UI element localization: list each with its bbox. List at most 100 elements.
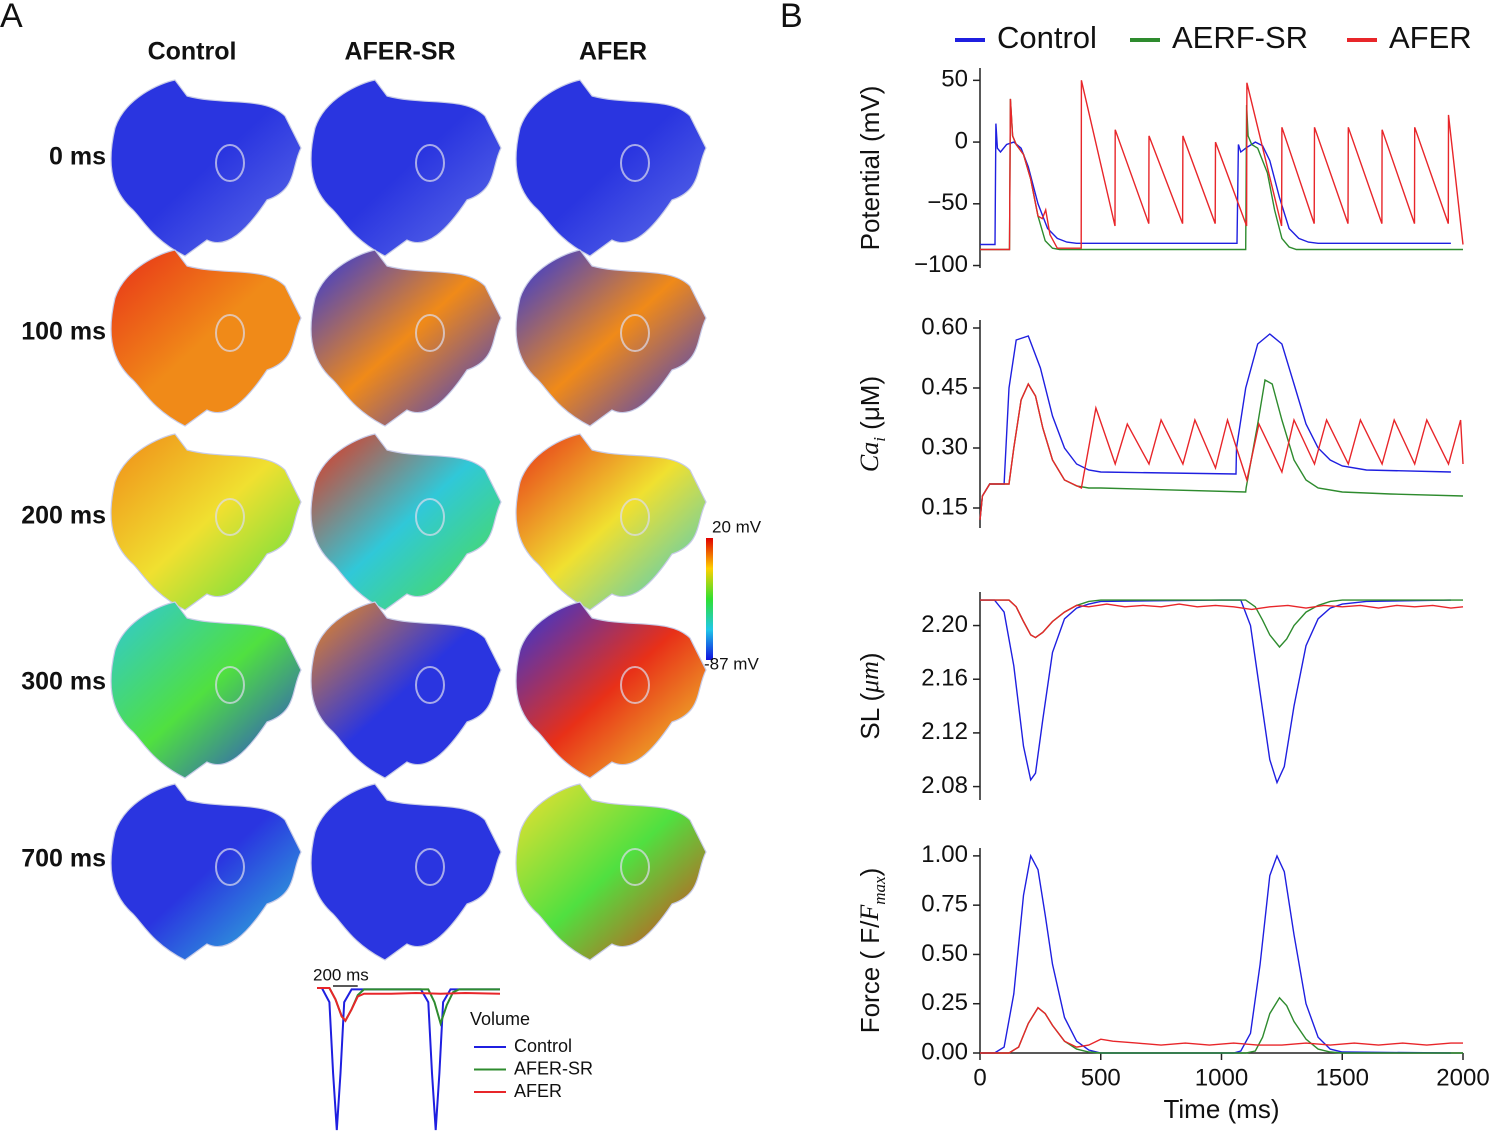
- legend-label: Control: [997, 20, 1097, 55]
- heart-mesh: [515, 433, 707, 611]
- heart-mesh: [515, 79, 707, 257]
- y-tick-label: 0.15: [921, 493, 968, 520]
- y-axis-label: Cai (μM): [855, 376, 890, 472]
- heart-valve: [215, 144, 245, 182]
- line-series: [979, 382, 1464, 521]
- y-tick-label: 0.75: [921, 891, 968, 918]
- legend-label: Control: [514, 1036, 572, 1056]
- heart-mesh: [110, 783, 302, 961]
- line-series: [980, 80, 1464, 251]
- heart-valve: [620, 314, 650, 352]
- line-series: [317, 987, 501, 1023]
- heart-valve: [215, 498, 245, 536]
- heart-mesh: [515, 783, 707, 961]
- heart-valve: [415, 666, 445, 704]
- row-label: 200 ms: [21, 502, 106, 530]
- x-axis-label: Time (ms): [1163, 1094, 1279, 1124]
- column-header: AFER: [579, 38, 647, 66]
- heart-mesh: [110, 433, 302, 611]
- legend-label: AFER: [514, 1081, 562, 1101]
- heart-mesh: [515, 601, 707, 779]
- y-tick-label: 0.45: [921, 373, 968, 400]
- y-tick-label: 0.60: [921, 313, 968, 340]
- y-tick-label: 1.00: [921, 841, 968, 868]
- y-tick-label: 50: [941, 66, 968, 93]
- y-axis-label-part: i: [870, 437, 889, 442]
- y-axis-label-part: ): [855, 868, 885, 877]
- line-series: [979, 333, 1451, 521]
- heart-valve: [215, 848, 245, 886]
- legend-label: AFER-SR: [514, 1058, 593, 1078]
- colorbar-min: -87 mV: [704, 654, 759, 673]
- y-axis-label-part: ): [855, 652, 885, 661]
- heart-mesh: [310, 433, 502, 611]
- heart-valve: [620, 848, 650, 886]
- y-tick-label: 0.30: [921, 433, 968, 460]
- line-series: [980, 98, 1463, 251]
- y-tick-label: 0.00: [921, 1038, 968, 1065]
- y-axis-label: Potential (mV): [855, 86, 885, 251]
- y-tick-label: 2.16: [921, 665, 968, 692]
- y-tick-label: 0: [955, 127, 968, 154]
- y-tick-label: 0.50: [921, 940, 968, 967]
- y-tick-label: 2.20: [921, 611, 968, 638]
- panel-label: A: [0, 0, 23, 35]
- legend-label: AFER: [1389, 20, 1472, 55]
- y-axis-label-part: Potential (mV): [855, 86, 885, 251]
- heart-valve: [215, 666, 245, 704]
- y-tick-label: 0.25: [921, 989, 968, 1016]
- heart-valve: [415, 848, 445, 886]
- x-tick-label: 500: [1081, 1064, 1121, 1091]
- heart-mesh: [110, 79, 302, 257]
- heart-mesh: [310, 79, 502, 257]
- x-tick-label: 2000: [1436, 1064, 1489, 1091]
- y-axis-label-part: F: [855, 904, 884, 922]
- heart-valve: [620, 666, 650, 704]
- row-label: 100 ms: [21, 318, 106, 346]
- y-axis-label-part: (μM): [855, 376, 885, 437]
- heart-valve: [415, 314, 445, 352]
- y-axis-label: Force ( F/Fmax): [855, 868, 890, 1034]
- line-series: [980, 599, 1463, 649]
- panel-label: B: [780, 0, 803, 35]
- row-label: 0 ms: [49, 143, 106, 171]
- x-tick-label: 0: [973, 1064, 986, 1091]
- heart-valve: [620, 498, 650, 536]
- legend-label: AERF-SR: [1172, 20, 1308, 55]
- colorbar: [706, 538, 713, 660]
- heart-mesh: [110, 249, 302, 427]
- heart-valve: [215, 314, 245, 352]
- heart-mesh: [310, 601, 502, 779]
- line-series: [979, 378, 1464, 521]
- line-series: [980, 599, 1464, 639]
- heart-mesh: [110, 601, 302, 779]
- y-axis-label-part: max: [870, 876, 889, 905]
- y-tick-label: −50: [927, 189, 968, 216]
- colorbar-max: 20 mV: [712, 517, 762, 536]
- y-tick-label: 2.12: [921, 718, 968, 745]
- line-series: [980, 599, 1451, 785]
- column-header: AFER-SR: [344, 38, 455, 66]
- heart-mesh: [310, 783, 502, 961]
- x-tick-label: 1500: [1316, 1064, 1369, 1091]
- heart-valve: [620, 144, 650, 182]
- line-series: [980, 123, 1451, 246]
- scale-bar-label: 200 ms: [313, 965, 369, 984]
- line-series: [980, 1006, 1463, 1054]
- x-tick-label: 1000: [1195, 1064, 1248, 1091]
- heart-mesh: [310, 249, 502, 427]
- heart-mesh: [515, 249, 707, 427]
- row-label: 300 ms: [21, 668, 106, 696]
- y-axis-label-part: Ca: [855, 442, 884, 472]
- column-header: Control: [148, 38, 237, 66]
- row-label: 700 ms: [21, 845, 106, 873]
- heart-valve: [415, 144, 445, 182]
- y-tick-label: −100: [914, 251, 968, 278]
- legend-title: Volume: [470, 1009, 530, 1029]
- y-axis-label-part: Force ( F/: [855, 920, 885, 1033]
- y-axis-label-part: SL (: [855, 693, 885, 740]
- y-axis-label-part: μm: [855, 661, 884, 694]
- heart-valve: [415, 498, 445, 536]
- y-tick-label: 2.08: [921, 772, 968, 799]
